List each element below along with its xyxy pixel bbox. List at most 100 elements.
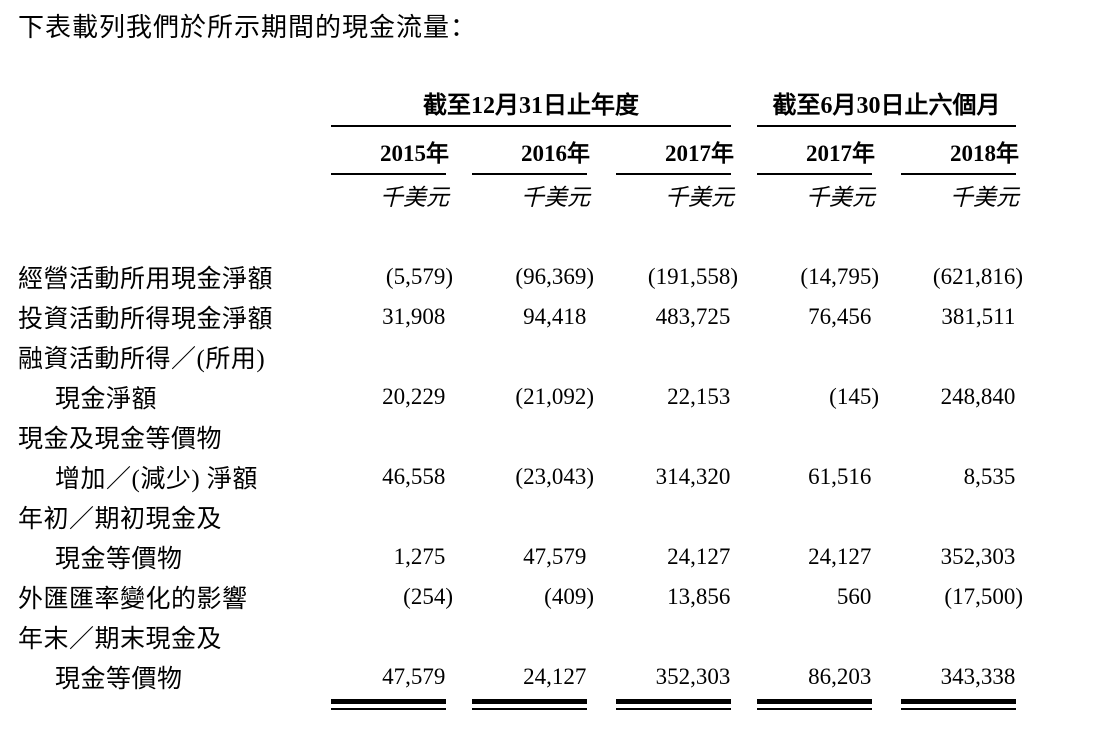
value-cell-2016: (21,092) bbox=[515, 384, 594, 409]
row-label: 年末／期末現金及 bbox=[18, 626, 223, 653]
value-cell-2015: 20,229) bbox=[382, 384, 446, 409]
row-label-cell: 外匯匯率變化的影響 bbox=[18, 579, 331, 615]
row-label-cell: 年初／期初現金及 bbox=[18, 499, 331, 535]
table-header-units-row: 千美元 千美元 千美元 千美元 千美元 bbox=[18, 175, 1019, 215]
value-cell-2017: 314,320) bbox=[655, 464, 731, 489]
row-label: 年初／期初現金及 bbox=[18, 506, 223, 533]
value-cell-2017: 352,303) bbox=[655, 664, 731, 689]
row-label-cell: 現金及現金等價物 bbox=[18, 419, 331, 455]
column-group-annual: 截至12月31日止年度 bbox=[331, 92, 731, 127]
year-header-2017: 2017年 bbox=[587, 129, 734, 175]
row-label: 融資活動所得／(所用) bbox=[18, 346, 266, 373]
value-cell-2015: 47,579) bbox=[382, 664, 446, 689]
row-label: 現金等價物 bbox=[55, 666, 183, 693]
row-label: 經營活動所用現金淨額 bbox=[18, 266, 274, 293]
value-cell-2017-interim: (145) bbox=[829, 384, 879, 409]
unit-header: 千美元 bbox=[380, 185, 449, 210]
table-row: 現金及現金等價物 bbox=[18, 417, 1016, 457]
value-cell-2016: 47,579) bbox=[523, 544, 587, 569]
total-double-rule bbox=[901, 699, 1016, 710]
table-row: 融資活動所得／(所用) bbox=[18, 337, 1016, 377]
table-row: 增加／(減少) 淨額 46,558) (23,043) 314,320) 61,… bbox=[18, 457, 1016, 497]
year-underline bbox=[616, 173, 731, 175]
value-cell-2016: (96,369) bbox=[515, 264, 594, 289]
row-label-cell: 現金淨額 bbox=[18, 379, 331, 415]
row-label-cell: 增加／(減少) 淨額 bbox=[18, 459, 331, 495]
value-cell-2018-interim: 248,840) bbox=[940, 384, 1016, 409]
value-cell-2018-interim: 343,338) bbox=[940, 664, 1016, 689]
value-cell-2017: (191,558) bbox=[647, 264, 738, 289]
table-row: 現金等價物 47,579) 24,127) 352,303) 86,203) 3… bbox=[18, 657, 1016, 697]
table-row: 投資活動所得現金淨額 31,908) 94,418) 483,725) 76,4… bbox=[18, 297, 1016, 337]
header-label-spacer bbox=[18, 699, 331, 710]
row-label: 現金及現金等價物 bbox=[18, 426, 223, 453]
row-label-cell: 融資活動所得／(所用) bbox=[18, 339, 331, 375]
row-label: 外匯匯率變化的影響 bbox=[18, 586, 248, 613]
table-body: 經營活動所用現金淨額 (5,579) (96,369) (191,558) (1… bbox=[18, 257, 1023, 697]
column-group-interim-underline: 截至6月30日止六個月 bbox=[757, 92, 1016, 127]
value-cell-2018-interim: 381,511) bbox=[941, 304, 1016, 329]
value-cell-2016: (23,043) bbox=[515, 464, 594, 489]
table-row: 年末／期末現金及 bbox=[18, 617, 1016, 657]
value-cell-2017-interim: 76,456) bbox=[808, 304, 872, 329]
page-title: 下表載列我們於所示期間的現金流量： bbox=[18, 13, 478, 42]
cash-flow-table: 截至12月31日止年度 截至6月30日止六個月 2015年 2016年 2017… bbox=[18, 90, 1023, 710]
year-underline bbox=[757, 173, 872, 175]
value-cell-2015: 31,908) bbox=[382, 304, 446, 329]
value-cell-2016: (409) bbox=[544, 584, 594, 609]
table-header-year-row: 2015年 2016年 2017年 2017年 2018年 bbox=[18, 127, 1019, 175]
value-cell-2017-interim: (14,795) bbox=[800, 264, 879, 289]
value-cell-2017-interim: 61,516) bbox=[808, 464, 872, 489]
total-double-rule bbox=[331, 699, 446, 710]
table-row: 外匯匯率變化的影響 (254) (409) 13,856) 560) (17,5… bbox=[18, 577, 1023, 617]
year-header-2018-interim: 2018年 bbox=[872, 129, 1019, 175]
value-cell-2017: 24,127) bbox=[667, 544, 731, 569]
column-group-interim-label: 截至6月30日止六個月 bbox=[772, 93, 1001, 119]
value-cell-2017-interim: 560) bbox=[836, 584, 872, 609]
value-cell-2015: 46,558) bbox=[382, 464, 446, 489]
value-cell-2017-interim: 24,127) bbox=[808, 544, 872, 569]
unit-header: 千美元 bbox=[950, 185, 1019, 210]
value-cell-2017-interim: 86,203) bbox=[808, 664, 872, 689]
row-label: 現金等價物 bbox=[55, 546, 183, 573]
year-header-2017-interim: 2017年 bbox=[731, 129, 875, 175]
table-row: 經營活動所用現金淨額 (5,579) (96,369) (191,558) (1… bbox=[18, 257, 1023, 297]
table-row: 現金淨額 20,229) (21,092) 22,153) (145) 248,… bbox=[18, 377, 1016, 417]
row-label-cell: 現金等價物 bbox=[18, 659, 331, 695]
row-label: 現金淨額 bbox=[55, 386, 158, 413]
column-group-annual-underline: 截至12月31日止年度 bbox=[331, 92, 731, 127]
column-group-annual-label: 截至12月31日止年度 bbox=[423, 93, 639, 119]
value-cell-2018-interim: (17,500) bbox=[944, 584, 1023, 609]
row-label-cell: 現金等價物 bbox=[18, 539, 331, 575]
value-cell-2017: 22,153) bbox=[667, 384, 731, 409]
value-cell-2015: (254) bbox=[403, 584, 453, 609]
row-label: 投資活動所得現金淨額 bbox=[18, 306, 274, 333]
unit-header: 千美元 bbox=[665, 185, 734, 210]
value-cell-2016: 94,418) bbox=[523, 304, 587, 329]
year-underline bbox=[331, 173, 446, 175]
table-row: 現金等價物 1,275) 47,579) 24,127) 24,127) 352… bbox=[18, 537, 1016, 577]
row-label-cell: 經營活動所用現金淨額 bbox=[18, 259, 331, 295]
value-cell-2017: 13,856) bbox=[667, 584, 731, 609]
year-header-2016: 2016年 bbox=[446, 129, 590, 175]
total-double-rule bbox=[472, 699, 587, 710]
year-header-2015: 2015年 bbox=[331, 129, 449, 175]
total-double-rule bbox=[616, 699, 731, 710]
value-cell-2015: (5,579) bbox=[385, 264, 453, 289]
value-cell-2016: 24,127) bbox=[523, 664, 587, 689]
column-group-interim: 截至6月30日止六個月 bbox=[731, 92, 1016, 127]
table-header-group-row: 截至12月31日止年度 截至6月30日止六個月 bbox=[18, 90, 1016, 127]
row-label-cell: 年末／期末現金及 bbox=[18, 619, 331, 655]
table-row: 年初／期初現金及 bbox=[18, 497, 1016, 537]
value-cell-2018-interim: (621,816) bbox=[932, 264, 1023, 289]
value-cell-2018-interim: 352,303) bbox=[940, 544, 1016, 569]
total-double-rule-row bbox=[18, 699, 1016, 710]
total-double-rule bbox=[757, 699, 872, 710]
unit-header: 千美元 bbox=[806, 185, 875, 210]
unit-header: 千美元 bbox=[521, 185, 590, 210]
row-label: 增加／(減少) 淨額 bbox=[55, 466, 258, 493]
year-underline bbox=[901, 173, 1016, 175]
value-cell-2017: 483,725) bbox=[655, 304, 731, 329]
value-cell-2015: 1,275) bbox=[393, 544, 446, 569]
